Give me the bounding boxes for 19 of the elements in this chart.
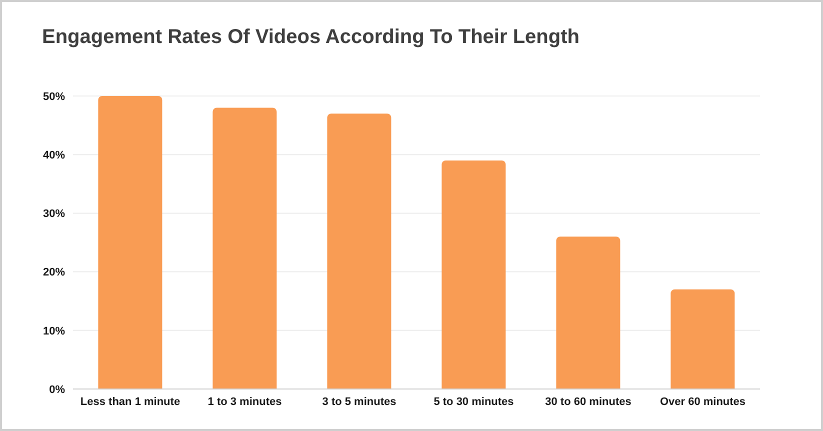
bar — [556, 236, 620, 389]
x-tick-label: 1 to 3 minutes — [208, 396, 282, 408]
y-tick-label: 30% — [42, 208, 66, 220]
y-tick-label: 50% — [42, 90, 66, 103]
y-tick-label: 20% — [42, 266, 66, 279]
x-tick-label: 5 to 30 minutes — [434, 396, 514, 408]
bar — [327, 114, 392, 389]
x-tick-label: 30 to 60 minutes — [545, 396, 632, 408]
x-tick-label: 3 to 5 minutes — [322, 396, 396, 408]
bar — [670, 289, 735, 389]
y-tick-label: 40% — [42, 150, 66, 162]
x-tick-label: Over 60 minutes — [660, 396, 746, 408]
bar — [98, 96, 162, 389]
chart-title: Engagement Rates Of Videos According To Their Length — [42, 26, 580, 49]
bar — [442, 160, 506, 389]
y-tick-label: 10% — [42, 325, 66, 338]
x-tick-label: Less than 1 minute — [80, 396, 180, 408]
bar — [212, 108, 277, 389]
y-tick-label: 0% — [49, 384, 66, 396]
